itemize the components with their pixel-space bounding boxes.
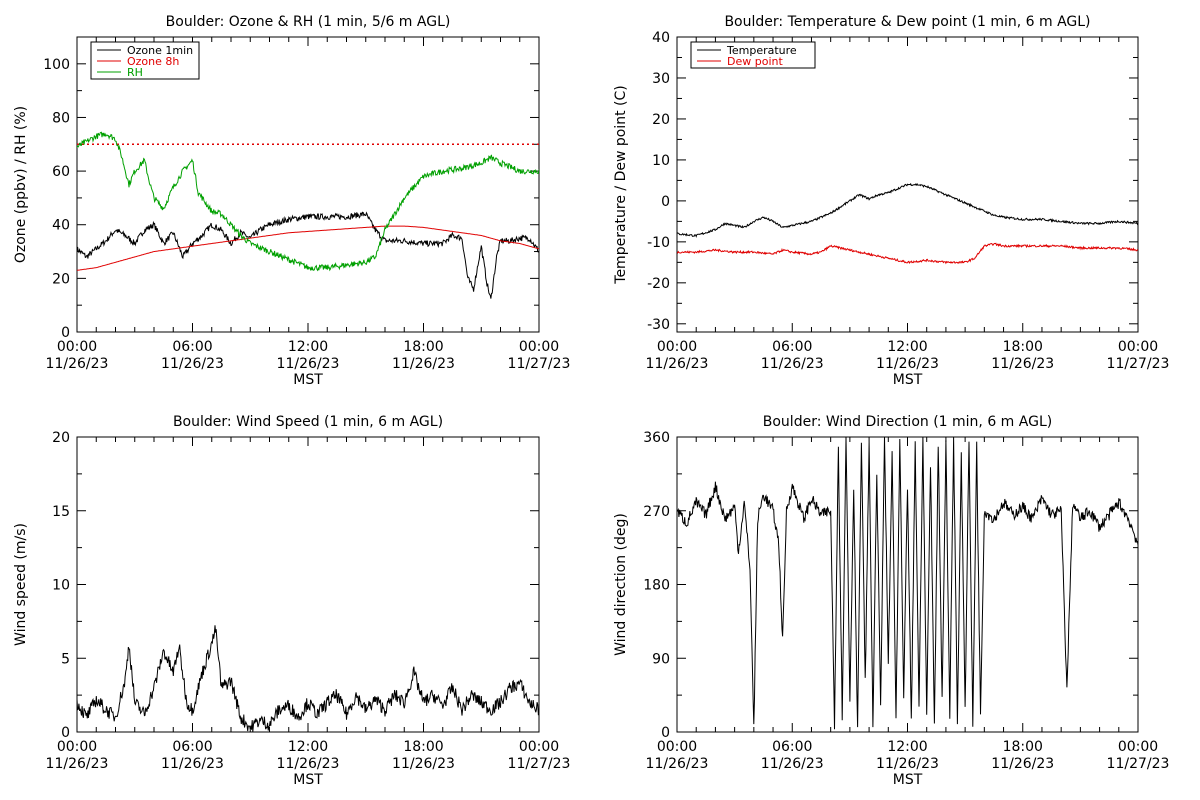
series-line-1 bbox=[77, 625, 539, 732]
chart-panel-3: Boulder: Wind Speed (1 min, 6 m AGL) 0 5 10… bbox=[13, 414, 570, 788]
x-tick-label-date: 11/26/23 bbox=[761, 356, 824, 372]
y-tick-label: 40 bbox=[52, 218, 70, 234]
series-line-1 bbox=[677, 437, 1138, 730]
x-tick-label-time: 12:00 bbox=[288, 739, 328, 755]
x-tick-label-date: 11/27/23 bbox=[508, 356, 571, 372]
x-tick-label-time: 00:00 bbox=[57, 339, 97, 355]
y-tick-label: 90 bbox=[652, 651, 670, 667]
x-axis-label: MST bbox=[293, 772, 323, 788]
y-tick-label: 0 bbox=[61, 725, 70, 741]
chart-title: Boulder: Temperature & Dew point (1 min,… bbox=[724, 14, 1090, 30]
x-tick-label-date: 11/27/23 bbox=[1107, 356, 1170, 372]
y-tick-label: 40 bbox=[652, 30, 670, 46]
chart-panel-1: Boulder: Ozone & RH (1 min, 5/6 m AGL) 0 2… bbox=[13, 14, 570, 388]
plot-frame bbox=[76, 436, 540, 733]
x-tick-label-time: 18:00 bbox=[1003, 739, 1043, 755]
chart-panel-2: Boulder: Temperature & Dew point (1 min,… bbox=[613, 14, 1169, 388]
y-tick-label: 0 bbox=[661, 194, 670, 210]
chart-title: Boulder: Wind Direction (1 min, 6 m AGL) bbox=[763, 414, 1052, 430]
x-tick-label-time: 00:00 bbox=[657, 739, 697, 755]
x-tick-label-time: 06:00 bbox=[772, 739, 812, 755]
y-tick-label: -30 bbox=[647, 317, 670, 333]
x-tick-label-time: 00:00 bbox=[519, 339, 559, 355]
x-tick-label-time: 00:00 bbox=[1118, 339, 1158, 355]
x-tick-label-time: 00:00 bbox=[657, 339, 697, 355]
y-tick-label: -20 bbox=[647, 276, 670, 292]
y-tick-label: 0 bbox=[661, 725, 670, 741]
x-axis-label: MST bbox=[893, 372, 923, 388]
y-tick-label: 100 bbox=[43, 57, 70, 73]
x-tick-label-time: 18:00 bbox=[403, 339, 443, 355]
y-tick-label: 5 bbox=[61, 651, 70, 667]
y-tick-label: 60 bbox=[52, 164, 70, 180]
x-tick-label-date: 11/26/23 bbox=[46, 756, 109, 772]
x-tick-label-date: 11/26/23 bbox=[646, 356, 709, 372]
x-tick-label-date: 11/27/23 bbox=[1107, 756, 1170, 772]
x-tick-label-date: 11/26/23 bbox=[392, 356, 455, 372]
x-tick-label-time: 06:00 bbox=[172, 739, 212, 755]
y-tick-label: 15 bbox=[52, 504, 70, 520]
x-tick-label-time: 06:00 bbox=[772, 339, 812, 355]
x-tick-label-date: 11/26/23 bbox=[876, 356, 939, 372]
x-tick-label-time: 06:00 bbox=[172, 339, 212, 355]
x-tick-label-date: 11/26/23 bbox=[161, 756, 224, 772]
x-tick-label-date: 11/26/23 bbox=[761, 756, 824, 772]
x-tick-label-date: 11/26/23 bbox=[46, 356, 109, 372]
series-line-3 bbox=[77, 131, 539, 272]
x-tick-label-date: 11/26/23 bbox=[277, 756, 340, 772]
x-tick-label-date: 11/26/23 bbox=[277, 356, 340, 372]
x-tick-label-date: 11/26/23 bbox=[646, 756, 709, 772]
series-line-2 bbox=[677, 242, 1138, 265]
y-tick-label: 20 bbox=[52, 271, 70, 287]
legend-label: RH bbox=[127, 66, 143, 79]
x-tick-label-date: 11/26/23 bbox=[392, 756, 455, 772]
chart-panel-4: Boulder: Wind Direction (1 min, 6 m AGL)… bbox=[613, 414, 1169, 788]
y-axis-label: Wind speed (m/s) bbox=[13, 523, 29, 646]
y-tick-label: 360 bbox=[643, 430, 670, 446]
x-tick-label-time: 18:00 bbox=[1003, 339, 1043, 355]
plot-frame bbox=[76, 36, 540, 333]
y-tick-label: 0 bbox=[61, 325, 70, 341]
y-tick-label: 20 bbox=[52, 430, 70, 446]
y-tick-label: 180 bbox=[643, 578, 670, 594]
y-axis-label: Ozone (ppbv) / RH (%) bbox=[13, 106, 29, 263]
x-axis-label: MST bbox=[293, 372, 323, 388]
x-tick-label-date: 11/26/23 bbox=[991, 756, 1054, 772]
y-tick-label: 20 bbox=[652, 112, 670, 128]
x-tick-label-date: 11/26/23 bbox=[991, 356, 1054, 372]
x-tick-label-time: 12:00 bbox=[288, 339, 328, 355]
x-tick-label-time: 00:00 bbox=[1118, 739, 1158, 755]
y-axis-label: Wind direction (deg) bbox=[613, 513, 629, 656]
x-tick-label-date: 11/26/23 bbox=[876, 756, 939, 772]
series-line-2 bbox=[77, 225, 539, 271]
x-tick-label-time: 12:00 bbox=[887, 339, 927, 355]
x-tick-label-time: 12:00 bbox=[887, 739, 927, 755]
y-tick-label: 80 bbox=[52, 110, 70, 126]
legend-label: Ozone 8h bbox=[127, 55, 179, 68]
y-tick-label: 10 bbox=[652, 153, 670, 169]
legend-label: Temperature bbox=[726, 44, 797, 57]
legend-label: Dew point bbox=[727, 55, 783, 68]
y-tick-label: -10 bbox=[647, 235, 670, 251]
chart-title: Boulder: Wind Speed (1 min, 6 m AGL) bbox=[173, 414, 443, 430]
x-tick-label-date: 11/27/23 bbox=[508, 756, 571, 772]
y-tick-label: 270 bbox=[643, 504, 670, 520]
x-tick-label-time: 00:00 bbox=[57, 739, 97, 755]
x-tick-label-date: 11/26/23 bbox=[161, 356, 224, 372]
plot-frame bbox=[676, 436, 1139, 733]
legend-label: Ozone 1min bbox=[127, 44, 193, 57]
y-axis-label: Temperature / Dew point (C) bbox=[613, 85, 629, 284]
y-tick-label: 30 bbox=[652, 71, 670, 87]
y-tick-label: 10 bbox=[52, 578, 70, 594]
series-line-1 bbox=[677, 182, 1138, 238]
x-axis-label: MST bbox=[893, 772, 923, 788]
chart-title: Boulder: Ozone & RH (1 min, 5/6 m AGL) bbox=[166, 14, 451, 30]
x-tick-label-time: 00:00 bbox=[519, 739, 559, 755]
series-line-1 bbox=[77, 211, 539, 299]
legend-box bbox=[690, 41, 816, 69]
x-tick-label-time: 18:00 bbox=[403, 739, 443, 755]
